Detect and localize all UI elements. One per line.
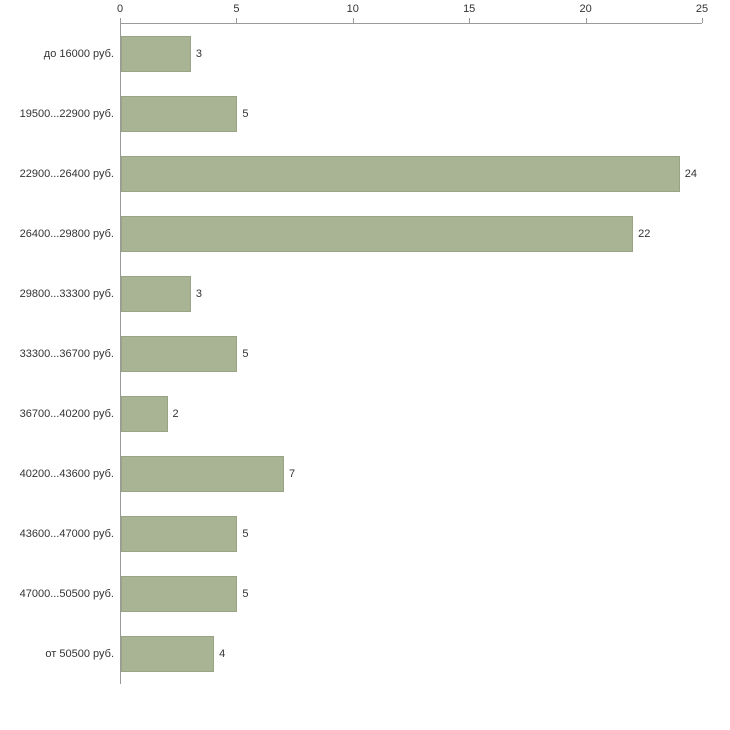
category-label: до 16000 руб. (43, 48, 114, 60)
bar-row: 36700...40200 руб. 2 (0, 384, 730, 444)
bar-row: 19500...22900 руб. 5 (0, 84, 730, 144)
value-label: 4 (219, 648, 226, 660)
value-label: 2 (172, 408, 179, 420)
plot-area: до 16000 руб. 3 19500...22900 руб. 5 22900..… (0, 24, 730, 684)
category-label: 47000...50500 руб. (19, 588, 114, 600)
bar-track: 7 (120, 444, 703, 504)
bar-row: до 16000 руб. 3 (0, 24, 730, 84)
x-axis-tick-label: 20 (579, 3, 592, 15)
value-label: 24 (684, 168, 697, 180)
bar-row: 33300...36700 руб. 5 (0, 324, 730, 384)
bar-row: 22900...26400 руб. 24 (0, 144, 730, 204)
bar (121, 276, 191, 312)
category-label: 43600...47000 руб. (19, 528, 114, 540)
bar (121, 96, 238, 132)
value-label: 5 (242, 108, 249, 120)
bar-row: 43600...47000 руб. 5 (0, 504, 730, 564)
bar (121, 576, 238, 612)
category-label: 26400...29800 руб. (19, 228, 114, 240)
value-label: 3 (195, 48, 202, 60)
category-label: 36700...40200 руб. (19, 408, 114, 420)
x-axis-track: 0 5 10 15 20 25 (116, 0, 708, 24)
bar-row: 29800...33300 руб. 3 (0, 264, 730, 324)
x-axis-tick (352, 18, 354, 23)
value-label: 5 (242, 348, 249, 360)
category-label: 19500...22900 руб. (19, 108, 114, 120)
x-axis: 0 5 10 15 20 25 (0, 0, 730, 24)
bar-row: 26400...29800 руб. 22 (0, 204, 730, 264)
category-label: от 50500 руб. (45, 648, 114, 660)
category-label: 40200...43600 руб. (19, 468, 114, 480)
bar-row: 47000...50500 руб. 5 (0, 564, 730, 624)
bar (121, 216, 634, 252)
bar-track: 5 (120, 84, 703, 144)
x-axis-tick (702, 18, 703, 23)
bar-row: 40200...43600 руб. 7 (0, 444, 730, 504)
bar-track: 2 (120, 384, 703, 444)
bar-track: 5 (120, 564, 703, 624)
bar (121, 636, 215, 672)
x-axis-tick (585, 18, 587, 23)
category-label: 33300...36700 руб. (19, 348, 114, 360)
value-label: 3 (195, 288, 202, 300)
x-axis-tick (120, 18, 121, 23)
bar (121, 336, 238, 372)
x-axis-tick (469, 18, 471, 23)
bar-track: 5 (120, 324, 703, 384)
bar-track: 5 (120, 504, 703, 564)
bar-track: 3 (120, 264, 703, 324)
bar-track: 3 (120, 24, 703, 84)
bar (121, 456, 284, 492)
axis-label-spacer (0, 0, 120, 24)
bar-track: 22 (120, 204, 703, 264)
bar-track: 4 (120, 624, 703, 684)
value-label: 7 (288, 468, 296, 480)
x-axis-tick-label: 5 (233, 3, 240, 15)
category-label: 29800...33300 руб. (19, 288, 114, 300)
x-axis-tick-label: 0 (116, 3, 124, 15)
value-label: 5 (242, 588, 249, 600)
x-axis-tick-label: 25 (695, 3, 709, 15)
x-axis-tick-label: 15 (463, 3, 476, 15)
bar (121, 516, 238, 552)
bar-row: от 50500 руб. 4 (0, 624, 730, 684)
x-axis-tick-label: 10 (346, 3, 359, 15)
value-label: 22 (638, 228, 651, 240)
category-label: 22900...26400 руб. (19, 168, 114, 180)
value-label: 5 (242, 528, 249, 540)
bar (121, 36, 191, 72)
bar (121, 156, 680, 192)
x-axis-tick (236, 18, 238, 23)
bar (121, 396, 168, 432)
bar-track: 24 (120, 144, 703, 204)
